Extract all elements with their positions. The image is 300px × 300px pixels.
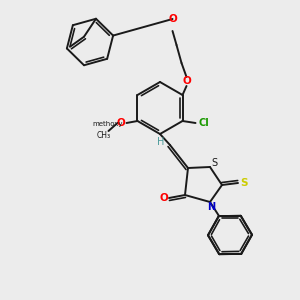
Text: S: S [240,178,248,188]
Text: N: N [207,202,215,212]
Text: O: O [116,118,125,128]
Text: S: S [211,158,217,168]
Text: CH₃: CH₃ [96,130,110,140]
Text: methoxy: methoxy [92,121,123,127]
Text: H: H [157,137,165,147]
Text: O: O [182,76,191,86]
Text: Cl: Cl [198,118,209,128]
Text: O: O [160,193,168,203]
Text: O: O [168,14,177,24]
